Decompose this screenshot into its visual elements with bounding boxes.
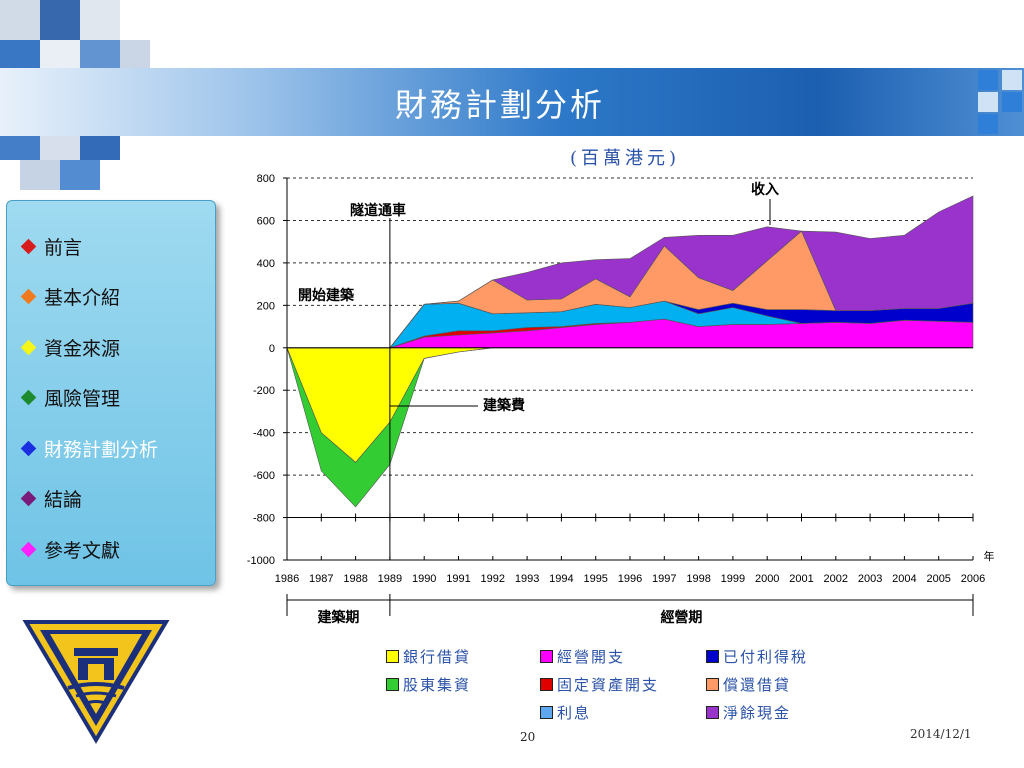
x-tick-label: 1987 (309, 573, 333, 585)
university-logo (22, 618, 170, 748)
legend-label: 銀行借貸 (403, 648, 472, 666)
x-tick-label: 2002 (824, 573, 848, 585)
nav-item-6[interactable]: 參考文獻 (17, 524, 215, 575)
legend-swatch (706, 650, 719, 663)
x-tick-label: 2001 (789, 573, 813, 585)
legend-swatch (386, 650, 399, 663)
legend-swatch (540, 678, 553, 691)
nav-item-label: 前言 (44, 236, 83, 259)
x-tick-label: 2004 (892, 573, 916, 585)
slide-date: 2014/12/1 (910, 727, 972, 741)
annotation-construction-start: 開始建築 (298, 287, 355, 304)
legend-swatch (540, 650, 553, 663)
x-tick-label: 1995 (583, 573, 607, 585)
nav-item-2[interactable]: 資金來源 (17, 322, 215, 373)
title-banner (0, 68, 1024, 136)
checker-decoration (978, 68, 1024, 142)
legend-label: 已付利得稅 (723, 648, 809, 666)
nav-item-5[interactable]: 結論 (17, 474, 215, 525)
period-label: 建築期 (317, 609, 359, 626)
nav-item-label: 財務計劃分析 (44, 438, 159, 461)
x-tick-label: 1997 (652, 573, 676, 585)
x-tick-label: 1992 (481, 573, 505, 585)
legend-label: 償還借貸 (723, 676, 792, 694)
legend-label: 股東集資 (403, 676, 472, 694)
x-tick-label: 2003 (858, 573, 882, 585)
y-tick-label: 400 (257, 258, 275, 270)
x-tick-label: 1988 (343, 573, 367, 585)
legend-item-4: 利息 (540, 702, 591, 723)
y-tick-label: 200 (257, 300, 275, 312)
nav-item-label: 參考文獻 (44, 539, 121, 562)
chart-subtitle: (百萬港元) (570, 148, 680, 169)
x-tick-label: 1994 (549, 573, 573, 585)
slide-title: 財務計劃分析 (394, 86, 605, 124)
legend-item-5: 已付利得稅 (706, 646, 808, 667)
y-tick-label: 600 (257, 215, 275, 227)
nav-item-0[interactable]: 前言 (17, 221, 215, 272)
x-tick-label: 1991 (446, 573, 470, 585)
x-tick-label: 1996 (618, 573, 642, 585)
annotation-construction-cost: 建築費 (483, 397, 525, 414)
legend-item-1: 股東集資 (386, 674, 471, 695)
x-unit-label: 年 (984, 549, 995, 563)
legend-item-7: 淨餘現金 (706, 702, 791, 723)
sidebar-nav: 前言基本介紹資金來源風險管理財務計劃分析 結論 參考文獻 (6, 200, 216, 586)
nav-item-4[interactable]: 財務計劃分析 (17, 423, 215, 474)
nav-item-label: 基本介紹 (44, 287, 121, 310)
area-series-7 (287, 195, 974, 349)
y-tick-label: -600 (253, 470, 275, 482)
y-tick-label: -1000 (247, 555, 275, 567)
nav-item-label: 資金來源 (44, 337, 121, 360)
y-tick-label: -200 (253, 385, 275, 397)
legend-label: 固定資產開支 (557, 676, 660, 694)
nav-item-3[interactable]: 風險管理 (17, 373, 215, 424)
x-tick-label: 2005 (926, 573, 950, 585)
nav-item-1[interactable]: 基本介紹 (17, 272, 215, 323)
legend-swatch (706, 678, 719, 691)
x-tick-label: 2000 (755, 573, 779, 585)
legend-swatch (706, 706, 719, 719)
legend-item-2: 經營開支 (540, 646, 625, 667)
annotation-tunnel-open: 隧道通車 (350, 202, 406, 219)
x-tick-label: 1986 (275, 573, 299, 585)
period-label: 經營期 (660, 609, 702, 626)
x-tick-label: 1998 (686, 573, 710, 585)
financial-chart: (百萬港元)8006004002000-200-400-600-800-1000… (247, 148, 995, 626)
legend-label: 經營開支 (557, 648, 626, 666)
x-tick-label: 2006 (961, 573, 985, 585)
legend-swatch (540, 706, 553, 719)
legend-item-0: 銀行借貸 (386, 646, 471, 667)
nav-item-label: 風險管理 (44, 388, 121, 411)
legend-item-3: 固定資產開支 (540, 674, 659, 695)
legend-label: 淨餘現金 (723, 704, 792, 722)
legend-label: 利息 (557, 704, 592, 722)
y-tick-label: 800 (257, 173, 275, 185)
x-tick-label: 1993 (515, 573, 539, 585)
x-tick-label: 1990 (412, 573, 436, 585)
page-number: 20 (520, 730, 536, 744)
y-tick-label: -800 (253, 513, 275, 525)
x-tick-label: 1989 (378, 573, 402, 585)
x-tick-label: 1999 (721, 573, 745, 585)
nav-item-label: 結論 (44, 489, 83, 512)
legend-item-6: 償還借貸 (706, 674, 791, 695)
y-tick-label: -400 (253, 428, 275, 440)
legend-swatch (386, 678, 399, 691)
y-tick-label: 0 (269, 343, 275, 355)
annotation-income: 收入 (751, 181, 779, 198)
